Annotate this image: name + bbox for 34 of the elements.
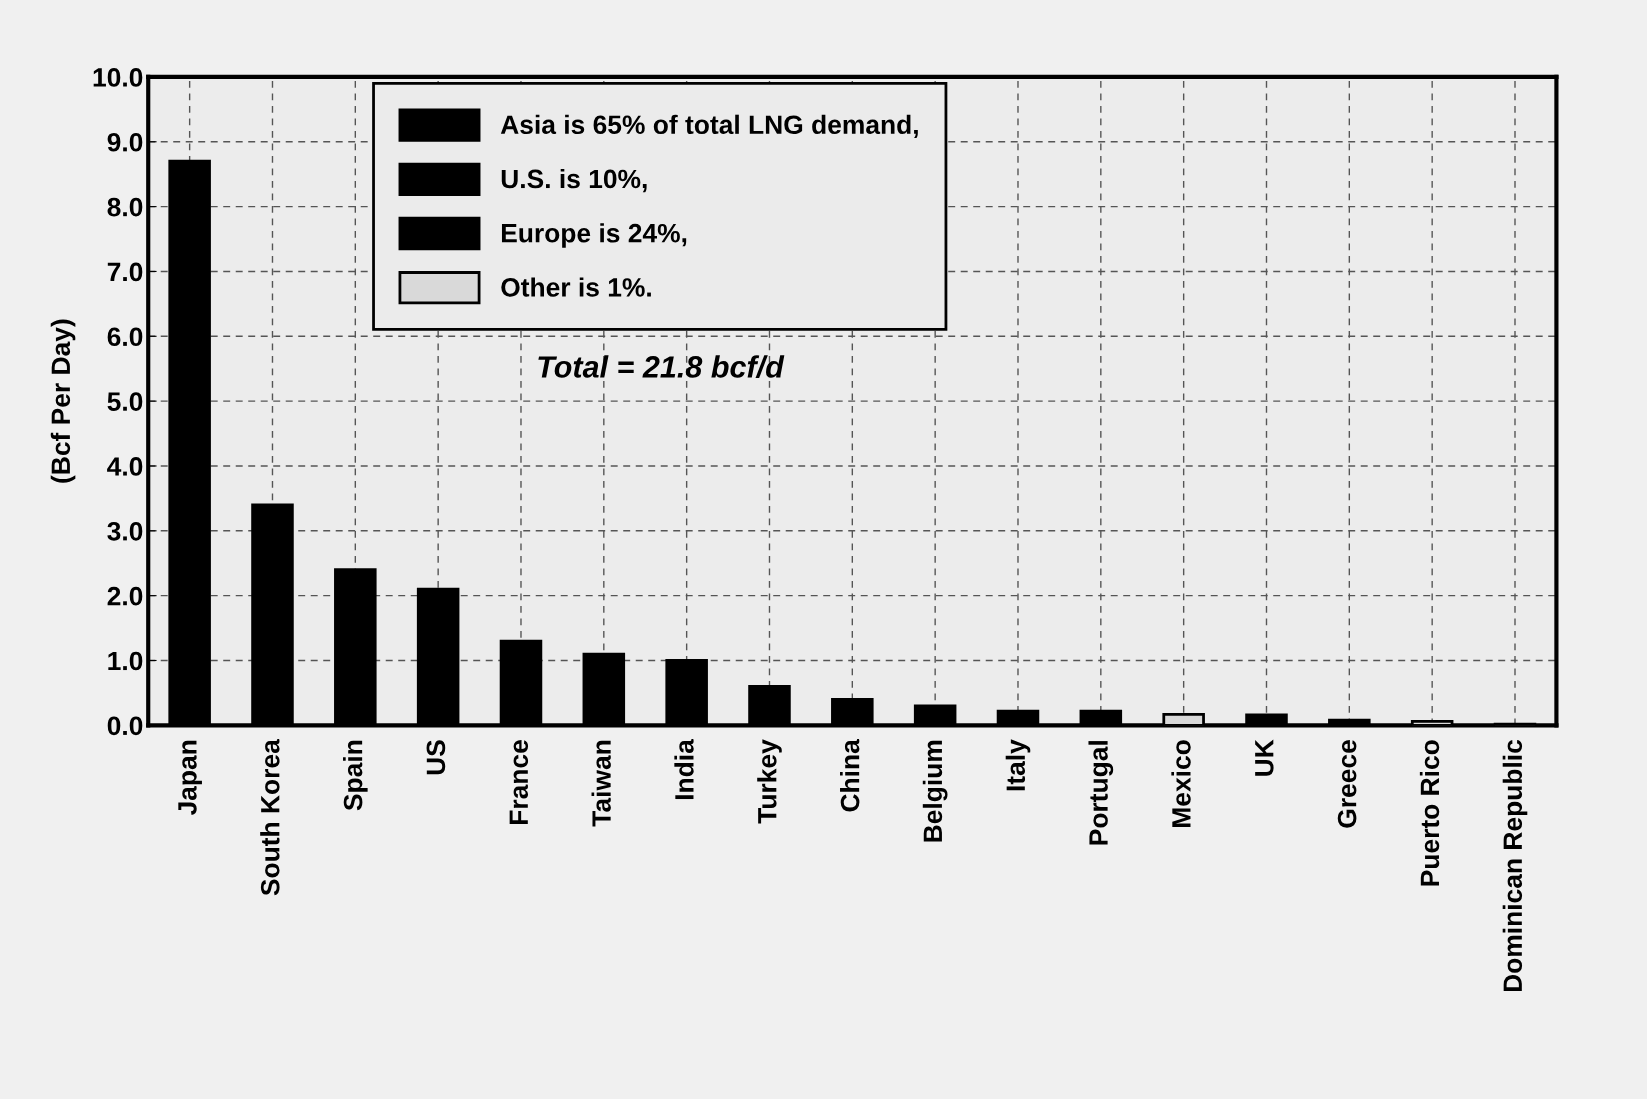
x-tick-label: Italy <box>1005 739 1031 791</box>
x-tick-label: South Korea <box>260 739 280 896</box>
x-tick-label: US <box>426 740 446 775</box>
x-tick-label: Portugal <box>1088 741 1114 845</box>
x-tick-label: Spain <box>343 740 368 811</box>
x-tick-label: Turkey <box>757 739 782 824</box>
legend-label: Other is 1%. <box>501 277 651 297</box>
y-tick-label: 0.0 <box>107 716 143 736</box>
y-tick-label: 2.0 <box>107 586 143 606</box>
y-tick-label: 9.0 <box>107 132 143 152</box>
x-tick-label: UK <box>1255 739 1274 776</box>
y-tick-label: 8.0 <box>107 197 143 217</box>
x-tick-label: China <box>840 739 860 812</box>
y-tick-label: 10.0 <box>93 68 143 87</box>
y-tick-label: 6.0 <box>107 327 143 347</box>
x-tick-label: Japan <box>178 740 202 816</box>
y-tick-label: 7.0 <box>107 262 143 282</box>
legend-label: Europe is 24%, <box>501 223 687 248</box>
x-tick-label: Taiwan <box>591 740 611 827</box>
x-tick-label: Puerto Rico <box>1419 740 1440 886</box>
legend-label: Asia is 65% of total LNG demand, <box>500 114 918 138</box>
x-tick-label: Mexico <box>1171 740 1191 827</box>
annotation: Total = 21.8 bcf/d <box>538 355 785 379</box>
legend-label: U.S. is 10%, <box>501 168 647 193</box>
y-axis-title: (Bcf Per Day) <box>50 319 76 483</box>
x-tick-label: Greece <box>1337 740 1357 828</box>
x-tick-label: India <box>674 739 694 800</box>
x-tick-label: Belgium <box>922 740 948 842</box>
y-tick-label: 3.0 <box>107 521 143 541</box>
x-tick-label: Dominican Republic <box>1502 739 1528 992</box>
x-tick-label: France <box>509 740 529 824</box>
y-tick-label: 1.0 <box>108 651 143 671</box>
y-tick-label: 4.0 <box>107 457 143 476</box>
y-tick-label: 5.0 <box>107 392 143 411</box>
